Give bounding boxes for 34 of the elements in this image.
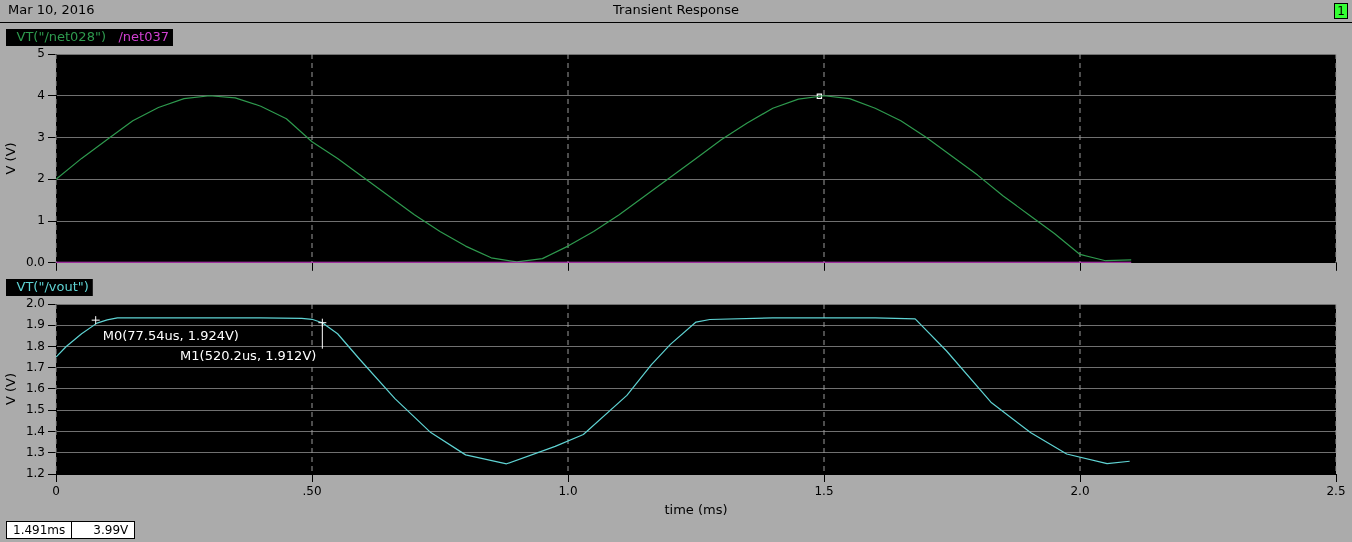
- y-tick-label: 2: [37, 171, 45, 186]
- x-tick-label: 2.5: [1326, 484, 1346, 499]
- chart-subtitle: Mar 10, 2016: [8, 2, 95, 17]
- x-tick-label: 0: [52, 484, 60, 499]
- y-tick-label: 1.3: [25, 444, 45, 459]
- x-tick-label: 2.0: [1070, 484, 1090, 499]
- x-tick-label: 1.0: [558, 484, 578, 499]
- annotation: M1(520.2us, 1.912V): [180, 348, 317, 364]
- y-tick-label: 0.0: [25, 254, 45, 269]
- y-tick-label: 1.2: [25, 466, 45, 481]
- y-tick-label: 1.7: [25, 359, 45, 374]
- annotation: M0(77.54us, 1.924V): [102, 327, 239, 343]
- y-tick-label: 1: [37, 213, 45, 228]
- y-tick-label: 4: [37, 87, 45, 102]
- y-tick-label: 3: [37, 129, 45, 144]
- text: /net037: [118, 28, 169, 44]
- y-tick-label: 1.5: [25, 402, 45, 417]
- y-axis-title: V (V): [3, 142, 19, 175]
- text: VT("/vout"): [16, 278, 89, 294]
- text: 1.491ms: [12, 522, 67, 538]
- text: 3.99V: [71, 522, 135, 538]
- y-tick-label: 2.0: [25, 296, 45, 311]
- x-tick-label: 1.5: [814, 484, 834, 499]
- chart-title: Transient Response: [613, 2, 739, 17]
- text: 1: [1334, 3, 1348, 19]
- y-axis-title: V (V): [3, 372, 19, 406]
- y-tick-label: 1.9: [25, 317, 45, 332]
- text: VT("/net028"): [16, 28, 106, 44]
- y-tick-label: 1.8: [25, 338, 45, 353]
- y-tick-label: 1.6: [25, 381, 45, 396]
- x-tick-label: .50: [302, 484, 322, 499]
- y-tick-label: 1.4: [25, 423, 45, 438]
- x-axis-title: time (ms): [664, 501, 728, 517]
- y-tick-label: 5: [37, 46, 45, 61]
